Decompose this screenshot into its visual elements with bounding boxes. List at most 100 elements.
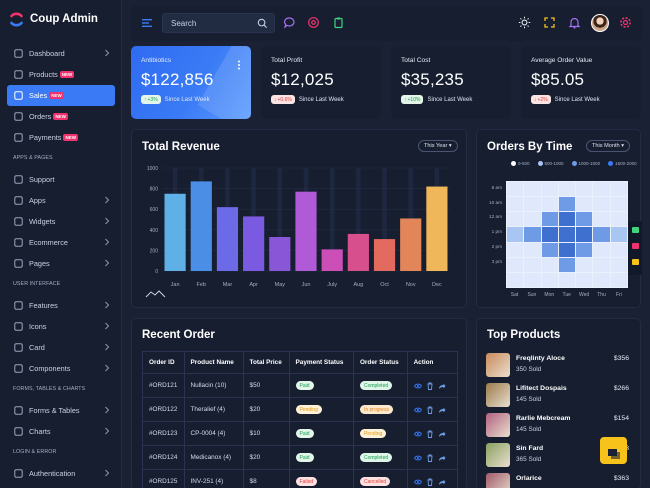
stat-card[interactable]: Antibiotics $122,856 ↑ +3% Since Last Week xyxy=(131,46,251,119)
chat-icon[interactable] xyxy=(283,16,296,29)
table-row[interactable]: #ORD123 CP-0004 (4) $10 Paid Pending xyxy=(142,421,459,446)
flag-icon[interactable] xyxy=(632,259,639,265)
bar-aug xyxy=(347,233,369,271)
product-item[interactable]: Freqlinty Aloce 350 Sold $356 xyxy=(486,352,631,380)
cell-text: #ORD121 xyxy=(149,382,178,389)
sidebar-item-products[interactable]: Products NEW xyxy=(7,64,115,85)
sidebar-item-orders[interactable]: Orders NEW xyxy=(7,106,115,127)
gear-icon[interactable] xyxy=(619,16,632,29)
cell-payment-status: Paid xyxy=(288,421,354,446)
lock-icon xyxy=(13,469,23,479)
trash-icon[interactable] xyxy=(426,382,434,390)
product-item[interactable]: Rarlie Mebcream 145 Sold $154 xyxy=(486,412,631,440)
sidebar-item-charts[interactable]: Charts xyxy=(7,421,115,442)
stat-card[interactable]: Total Profit $12,025 ↓ +0.6% Since Last Week xyxy=(261,46,381,119)
heatmap-cell xyxy=(524,182,541,197)
table-row[interactable]: #ORD121 Nullacin (10) $50 Paid Completed xyxy=(142,373,459,398)
orders-filter-dropdown[interactable]: This Month ▾ xyxy=(586,140,631,152)
heatmap-cell xyxy=(558,227,576,242)
grid-icon xyxy=(13,196,23,206)
table-row[interactable]: #ORD125 INV-251 (4) $8 Failed Cancelled xyxy=(142,469,459,488)
sidebar-item-card[interactable]: Card xyxy=(7,337,115,358)
cell-price: $50 xyxy=(242,373,290,398)
search-icon[interactable] xyxy=(257,18,268,29)
sidebar-item-forms-tables[interactable]: Forms & Tables xyxy=(7,400,115,421)
sidebar-section-label: USER INTERFACE xyxy=(13,281,61,287)
payment-status-badge: Failed xyxy=(295,477,318,486)
product-price: $363 xyxy=(613,475,629,482)
box-icon xyxy=(13,70,23,80)
heatmap-cell xyxy=(593,182,610,197)
share-icon[interactable] xyxy=(438,454,446,462)
heatmap-cell xyxy=(593,227,610,242)
sidebar-item-label: Components xyxy=(29,364,71,373)
money-icon[interactable] xyxy=(632,227,639,233)
sidebar-item-sales[interactable]: Sales NEW xyxy=(7,85,115,106)
heatmap-cell xyxy=(558,182,576,197)
avatar[interactable] xyxy=(591,14,609,32)
cell-order-status: Completed xyxy=(352,373,408,398)
more-vertical-icon[interactable] xyxy=(237,57,241,70)
bell-icon[interactable] xyxy=(568,16,581,29)
stat-card[interactable]: Average Order Value $85.05 ↓ +2% Since Last … xyxy=(521,46,641,119)
eye-icon[interactable] xyxy=(413,454,422,462)
stat-card[interactable]: Total Cost $35,235 ↑ +10% Since Last Week xyxy=(391,46,511,119)
eye-icon[interactable] xyxy=(413,382,422,390)
sidebar-item-label: Features xyxy=(29,301,58,310)
brand[interactable]: Coup Admin xyxy=(8,8,98,30)
heatmap-cell xyxy=(593,272,610,287)
sidebar-item-payments[interactable]: Payments NEW xyxy=(7,127,115,148)
sidebar-item-label: Pages xyxy=(29,259,50,268)
sidebar-item-widgets[interactable]: Widgets xyxy=(7,211,115,232)
table-row[interactable]: #ORD124 Medicanox (4) $20 Paid Completed xyxy=(142,445,459,470)
product-item[interactable]: Lifitect Dospais 145 Sold $266 xyxy=(486,382,631,410)
share-icon[interactable] xyxy=(438,430,446,438)
payment-status-badge: Pending xyxy=(295,405,322,414)
trash-icon[interactable] xyxy=(426,454,434,462)
product-item[interactable]: Orlarice $363 xyxy=(486,472,631,488)
search-input[interactable] xyxy=(171,17,251,29)
image-icon[interactable] xyxy=(632,243,639,249)
share-icon[interactable] xyxy=(438,382,446,390)
eye-icon[interactable] xyxy=(413,430,422,438)
fab-button[interactable] xyxy=(600,437,627,464)
x-tick-label: Jan xyxy=(171,282,180,288)
sidebar-item-authentication[interactable]: Authentication xyxy=(7,463,115,484)
sidebar-item-apps[interactable]: Apps xyxy=(7,190,115,211)
bar-may xyxy=(269,237,291,271)
sidebar-item-support[interactable]: Support xyxy=(7,169,115,190)
clipboard-icon[interactable] xyxy=(332,16,345,29)
trash-icon[interactable] xyxy=(426,478,434,486)
legend-swatch xyxy=(537,161,543,166)
stat-title: Total Profit xyxy=(271,57,303,64)
at-icon[interactable] xyxy=(307,16,320,29)
sidebar-item-components[interactable]: Components xyxy=(7,358,115,379)
cell-text: $20 xyxy=(249,406,261,413)
fullscreen-icon[interactable] xyxy=(543,16,556,29)
revenue-filter-dropdown[interactable]: This Year ▾ xyxy=(418,140,458,152)
sidebar-item-dashboard[interactable]: Dashboard xyxy=(7,43,115,64)
sun-icon[interactable] xyxy=(518,16,531,29)
sidebar-item-features[interactable]: Features xyxy=(7,295,115,316)
heatmap-grid xyxy=(506,181,628,288)
heatmap-cell xyxy=(576,227,593,242)
table-row[interactable]: #ORD122 Theralief (4) $20 Pending In progres… xyxy=(142,397,459,422)
chevron-right-icon xyxy=(103,48,111,58)
bar-mar xyxy=(216,207,239,271)
cell-text: $20 xyxy=(249,454,261,461)
trash-icon[interactable] xyxy=(426,430,434,438)
sidebar-item-ecommerce[interactable]: Ecommerce xyxy=(7,232,115,253)
eye-icon[interactable] xyxy=(413,406,422,414)
sidebar-item-miscellaneous[interactable]: Miscellaneous xyxy=(7,484,115,488)
trash-icon[interactable] xyxy=(426,406,434,414)
product-name: Lifitect Dospais xyxy=(516,385,567,392)
eye-icon[interactable] xyxy=(413,478,422,486)
share-icon[interactable] xyxy=(438,478,446,486)
heatmap-cell xyxy=(507,272,524,287)
sidebar-item-label: Support xyxy=(29,175,55,184)
heatmap-cell xyxy=(524,272,541,287)
menu-toggle-icon[interactable] xyxy=(141,17,153,29)
share-icon[interactable] xyxy=(438,406,446,414)
sidebar-item-pages[interactable]: Pages xyxy=(7,253,115,274)
sidebar-item-icons[interactable]: Icons xyxy=(7,316,115,337)
